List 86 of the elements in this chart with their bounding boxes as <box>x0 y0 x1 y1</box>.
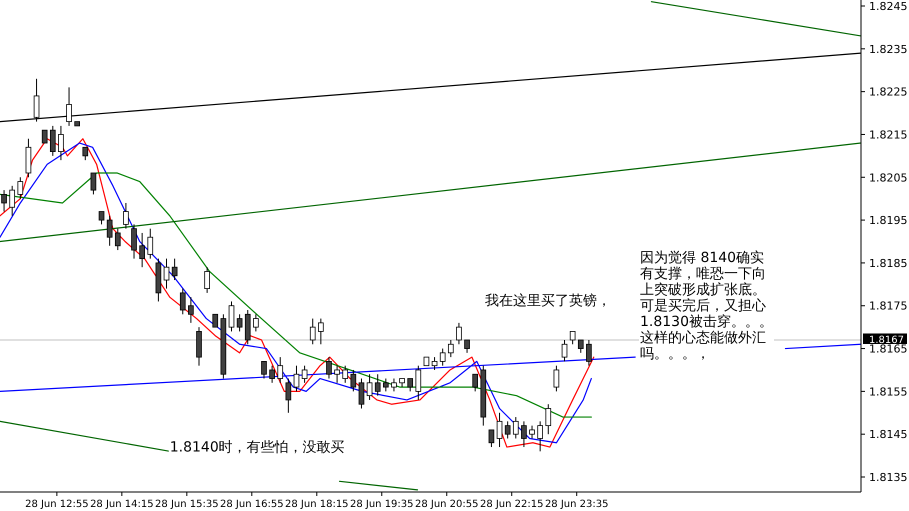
x-tick-label: 28 Jun 22:15 <box>480 499 544 510</box>
candlestick <box>277 356 284 384</box>
x-tick-label: 28 Jun 14:15 <box>90 499 154 510</box>
candlestick <box>529 425 535 439</box>
candlestick <box>302 365 308 384</box>
y-tick-label: 1.8235 <box>869 42 908 56</box>
x-tick-label: 28 Jun 19:35 <box>350 499 414 510</box>
candlestick <box>269 365 275 384</box>
x-tick-label: 28 Jun 15:35 <box>155 499 219 510</box>
y-tick-label: 1.8155 <box>869 385 908 398</box>
annotation: 因为觉得 8140确实有支撑，唯恐一下向上突破形成扩张底。可是买完后，又担心1.8130被击穿。。。这样的心态能做外汇吗。。。， <box>640 250 773 362</box>
candlestick <box>42 130 48 144</box>
candlestick <box>253 314 259 332</box>
candlestick <box>432 356 438 370</box>
y-tick-label: 1.8135 <box>869 471 908 484</box>
candlestick <box>545 404 552 435</box>
candlestick <box>1 190 7 212</box>
candlestick <box>228 300 234 332</box>
candlestick <box>366 374 372 400</box>
candlestick <box>180 288 186 315</box>
candlestick <box>358 378 364 409</box>
candlestick <box>456 322 462 345</box>
y-tick-label: 1.8175 <box>869 300 908 313</box>
y-tick-label: 1.8205 <box>869 171 908 184</box>
candlestick <box>440 348 446 366</box>
candlestick <box>496 412 502 448</box>
annotation: 我在这里买了英镑， <box>485 293 611 309</box>
candlestick <box>90 172 96 195</box>
candlestick <box>9 185 16 216</box>
candlestick <box>58 125 64 161</box>
candlestick <box>172 258 178 281</box>
candlestick <box>374 374 381 396</box>
candlestick <box>512 416 519 439</box>
candlestick <box>342 365 348 384</box>
candlestick <box>98 211 104 225</box>
candlestick <box>188 296 194 324</box>
x-tick-label: 28 Jun 16:55 <box>220 499 284 510</box>
x-tick-label: 28 Jun 12:55 <box>25 499 89 510</box>
candlestick <box>164 258 170 290</box>
candlestick <box>521 420 527 448</box>
y-tick-label: 1.8245 <box>869 0 908 13</box>
x-tick-label: 28 Jun 23:35 <box>544 499 608 510</box>
candlestick <box>310 318 316 345</box>
candlestick <box>106 215 112 246</box>
y-tick-label: 1.8215 <box>869 128 908 142</box>
candlestick <box>123 202 129 230</box>
candlestick <box>464 339 470 354</box>
candlestick <box>82 146 88 161</box>
candlestick <box>554 365 560 392</box>
y-tick-label: 1.8165 <box>869 342 908 356</box>
candlestick <box>131 224 137 260</box>
candlestick <box>212 314 218 328</box>
candlestick <box>17 176 24 200</box>
candlestick <box>488 429 494 448</box>
candlestick <box>562 339 568 362</box>
candlestick <box>586 339 592 366</box>
candlestick <box>114 228 121 251</box>
candlestick <box>204 266 210 294</box>
x-tick-label: 28 Jun 18:15 <box>285 499 349 510</box>
candlestick <box>294 365 300 392</box>
y-tick-label: 1.8225 <box>869 86 908 99</box>
candlestick <box>50 125 56 156</box>
candlestick <box>334 365 340 384</box>
annotation: 1.8140时，有些怕，没敢买 <box>170 439 345 456</box>
candlestick <box>407 378 414 392</box>
x-tick-label: 28 Jun 20:55 <box>414 499 479 510</box>
y-tick-label: 1.8185 <box>869 256 908 270</box>
candlestick <box>415 365 422 400</box>
candlestick <box>261 360 267 380</box>
candlestick <box>472 374 478 392</box>
candlestick <box>382 378 389 392</box>
candlestick <box>139 232 145 268</box>
candlestick <box>147 228 154 260</box>
candlestick <box>504 420 510 439</box>
candlestick <box>318 318 324 345</box>
candlestick <box>391 378 397 392</box>
candlestick <box>350 369 356 392</box>
candlestick <box>537 420 543 452</box>
y-tick-label: 1.8195 <box>869 214 908 228</box>
candlestick <box>448 339 454 358</box>
candlestick <box>578 339 584 354</box>
candlestick <box>236 314 242 332</box>
candlestick <box>286 378 292 414</box>
candlestick <box>326 356 332 380</box>
candlestick <box>570 330 576 345</box>
y-tick-label: 1.8145 <box>869 428 908 442</box>
